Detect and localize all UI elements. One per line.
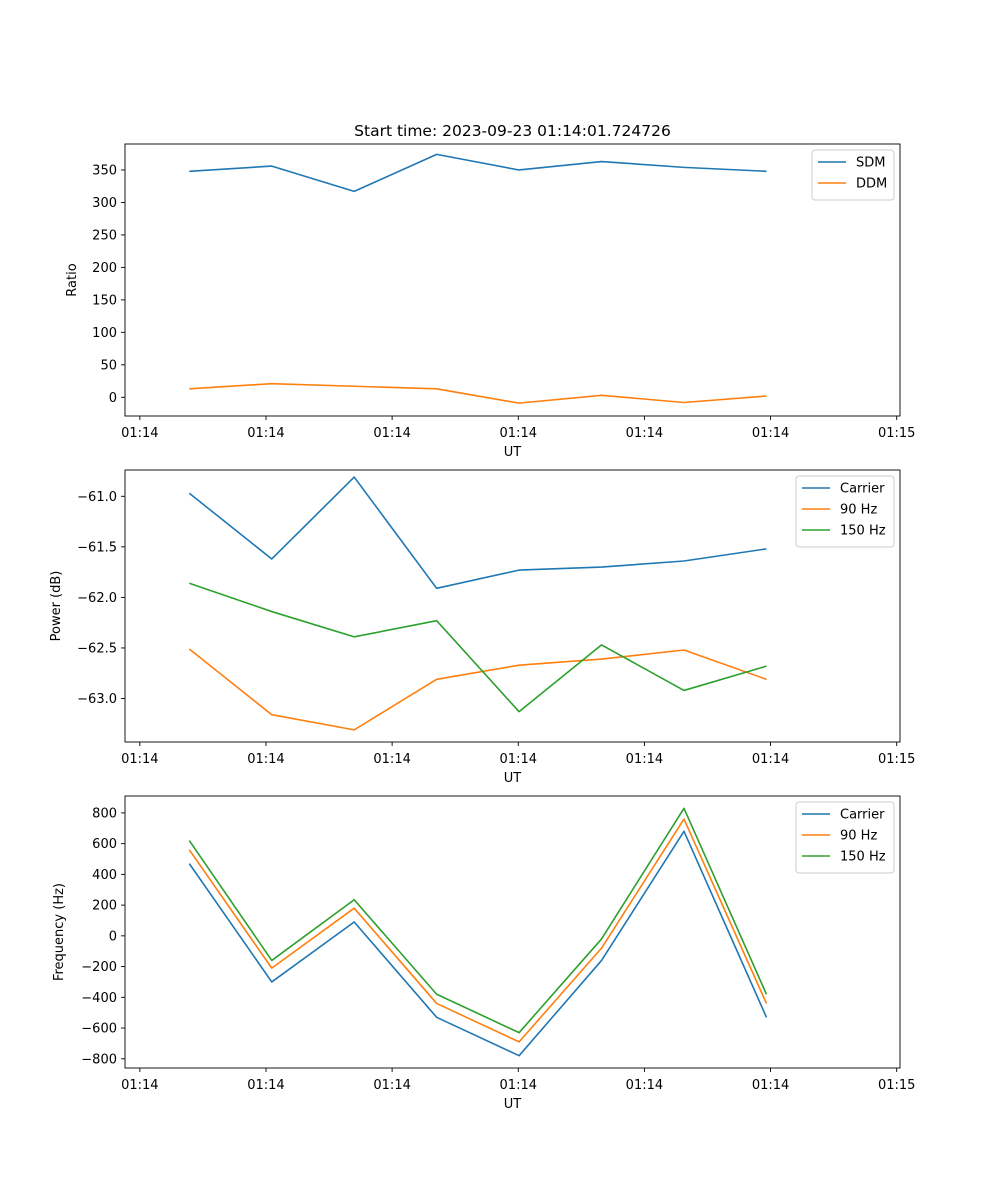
y-tick-label: 400 bbox=[92, 868, 117, 883]
y-axis-label: Frequency (Hz) bbox=[52, 883, 67, 981]
legend-label-90-hz: 90 Hz bbox=[840, 503, 877, 518]
y-tick-label: −800 bbox=[81, 1052, 117, 1067]
y-tick-label: −400 bbox=[81, 991, 117, 1006]
y-tick-label: 250 bbox=[92, 228, 117, 243]
plot-area-2 bbox=[125, 470, 900, 742]
series-line-150-hz bbox=[189, 582, 767, 713]
x-tick-label: 01:14 bbox=[500, 426, 537, 441]
plot-area-3 bbox=[125, 796, 900, 1068]
x-tick-label: 01:14 bbox=[752, 752, 789, 767]
series-line-150-hz bbox=[188, 807, 768, 1034]
x-tick-label: 01:14 bbox=[626, 426, 663, 441]
series-line-carrier bbox=[188, 476, 767, 590]
x-tick-label: 01:15 bbox=[878, 1078, 915, 1093]
x-tick-label: 01:14 bbox=[373, 1078, 410, 1093]
y-tick-label: 0 bbox=[109, 929, 117, 944]
x-tick-label: 01:14 bbox=[247, 752, 284, 767]
y-tick-label: 0 bbox=[109, 391, 117, 406]
y-tick-label: 300 bbox=[92, 196, 117, 211]
axes-frame-2 bbox=[124, 469, 901, 743]
y-tick-label: 350 bbox=[92, 163, 117, 178]
x-tick-label: 01:14 bbox=[121, 752, 158, 767]
legend-label-carrier: Carrier bbox=[840, 808, 885, 823]
plot-area-1 bbox=[125, 144, 900, 416]
series-line-carrier bbox=[188, 830, 768, 1057]
series-line-90-hz bbox=[188, 648, 767, 731]
x-tick-label: 01:14 bbox=[752, 426, 789, 441]
y-tick-label: 200 bbox=[92, 261, 117, 276]
x-tick-label: 01:15 bbox=[878, 752, 915, 767]
axes-frame-1 bbox=[124, 143, 901, 417]
x-axis-label: UT bbox=[504, 445, 522, 460]
legend-label-150-hz: 150 Hz bbox=[840, 850, 886, 865]
series-line-sdm bbox=[189, 153, 767, 193]
y-axis-label: Ratio bbox=[65, 263, 80, 296]
series-line-90-hz bbox=[188, 818, 768, 1043]
x-tick-label: 01:14 bbox=[626, 1078, 663, 1093]
x-tick-label: 01:14 bbox=[373, 426, 410, 441]
legend-label-90-hz: 90 Hz bbox=[840, 829, 877, 844]
y-tick-label: −62.0 bbox=[77, 591, 117, 606]
x-tick-label: 01:14 bbox=[500, 1078, 537, 1093]
y-tick-label: 800 bbox=[92, 806, 117, 821]
y-tick-label: 200 bbox=[92, 899, 117, 914]
x-tick-label: 01:14 bbox=[373, 752, 410, 767]
y-tick-label: 150 bbox=[92, 293, 117, 308]
series-line-ddm bbox=[189, 382, 767, 404]
legend-label-ddm: DDM bbox=[856, 177, 887, 192]
x-axis-label: UT bbox=[504, 771, 522, 786]
x-tick-label: 01:14 bbox=[752, 1078, 789, 1093]
axes-frame-3 bbox=[124, 795, 901, 1069]
legend-label-150-hz: 150 Hz bbox=[840, 524, 886, 539]
y-tick-label: 600 bbox=[92, 837, 117, 852]
y-tick-label: −61.0 bbox=[77, 490, 117, 505]
y-tick-label: 50 bbox=[100, 358, 117, 373]
x-tick-label: 01:14 bbox=[247, 426, 284, 441]
y-tick-label: −600 bbox=[81, 1022, 117, 1037]
y-axis-label: Power (dB) bbox=[49, 571, 64, 642]
y-tick-label: −63.0 bbox=[77, 692, 117, 707]
x-axis-label: UT bbox=[504, 1097, 522, 1112]
x-tick-label: 01:14 bbox=[626, 752, 663, 767]
x-tick-label: 01:14 bbox=[247, 1078, 284, 1093]
x-tick-label: 01:14 bbox=[121, 1078, 158, 1093]
y-tick-label: 100 bbox=[92, 326, 117, 341]
x-tick-label: 01:15 bbox=[878, 426, 915, 441]
chart-title: Start time: 2023-09-23 01:14:01.724726 bbox=[354, 122, 671, 140]
x-tick-label: 01:14 bbox=[500, 752, 537, 767]
y-tick-label: −200 bbox=[81, 960, 117, 975]
legend-label-carrier: Carrier bbox=[840, 482, 885, 497]
legend-label-sdm: SDM bbox=[856, 156, 885, 171]
y-tick-label: −62.5 bbox=[77, 641, 117, 656]
y-tick-label: −61.5 bbox=[77, 540, 117, 555]
x-tick-label: 01:14 bbox=[121, 426, 158, 441]
